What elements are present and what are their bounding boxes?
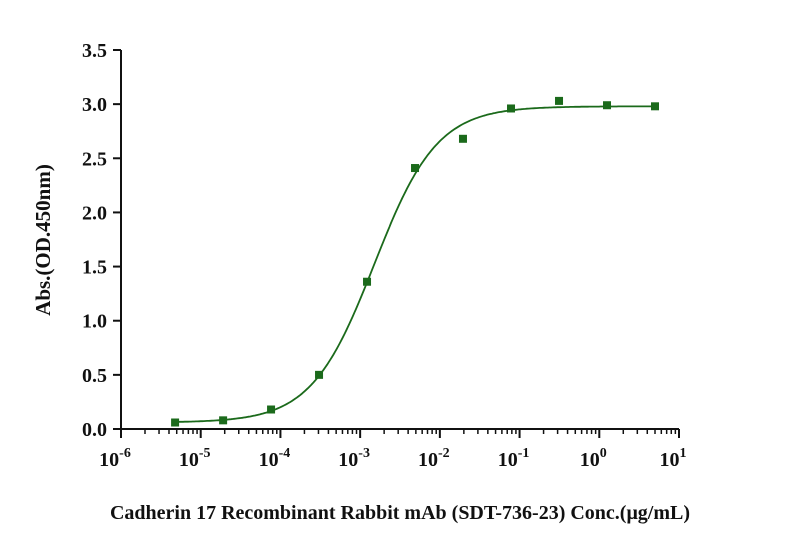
x-tick-label: 10-2 <box>418 446 450 471</box>
x-tick-exponent: -3 <box>358 446 370 461</box>
data-point <box>603 101 612 110</box>
data-point <box>651 102 660 111</box>
y-tick-label: 2.0 <box>82 202 107 224</box>
x-tick-exponent: -4 <box>279 446 291 461</box>
x-tick-label: 10-5 <box>179 446 211 471</box>
x-tick-exponent: -2 <box>438 446 450 461</box>
y-tick-label: 1.0 <box>82 311 107 333</box>
y-tick-label: 3.5 <box>82 40 107 62</box>
x-tick-label: 10-4 <box>259 446 291 471</box>
data-point <box>315 370 324 379</box>
y-tick-label: 0.0 <box>82 419 107 441</box>
data-point <box>363 277 372 286</box>
axes: 0.00.51.01.52.02.53.03.510-6 10-5 10-4 10-3… <box>82 40 687 471</box>
x-tick-exponent: 0 <box>600 446 607 461</box>
x-axis-label: Cadherin 17 Recombinant Rabbit mAb (SDT-… <box>110 502 690 524</box>
y-tick-label: 0.5 <box>82 365 107 387</box>
data-points <box>171 96 660 427</box>
data-point <box>458 134 467 143</box>
y-tick-label: 1.5 <box>82 257 107 279</box>
x-tick-exponent: -6 <box>119 446 131 461</box>
x-tick-exponent: -1 <box>518 446 530 461</box>
data-point <box>507 104 516 113</box>
x-tick-label: 100 <box>580 446 607 471</box>
y-tick-label: 2.5 <box>82 148 107 170</box>
data-point <box>555 96 564 105</box>
data-point <box>267 405 276 414</box>
x-tick-label: 10-3 <box>338 446 370 471</box>
y-tick-label: 3.0 <box>82 94 107 116</box>
x-tick-exponent: -5 <box>199 446 211 461</box>
data-point <box>219 416 228 425</box>
x-tick-label: 10-1 <box>498 446 530 471</box>
fit-curve <box>175 105 655 423</box>
data-point <box>411 164 420 173</box>
data-point <box>171 418 180 427</box>
y-axis-label: Abs.(OD.450nm) <box>31 164 55 316</box>
x-tick-exponent: 1 <box>680 446 687 461</box>
x-tick-label: 10-6 <box>99 446 131 471</box>
x-tick-label: 101 <box>660 446 687 471</box>
